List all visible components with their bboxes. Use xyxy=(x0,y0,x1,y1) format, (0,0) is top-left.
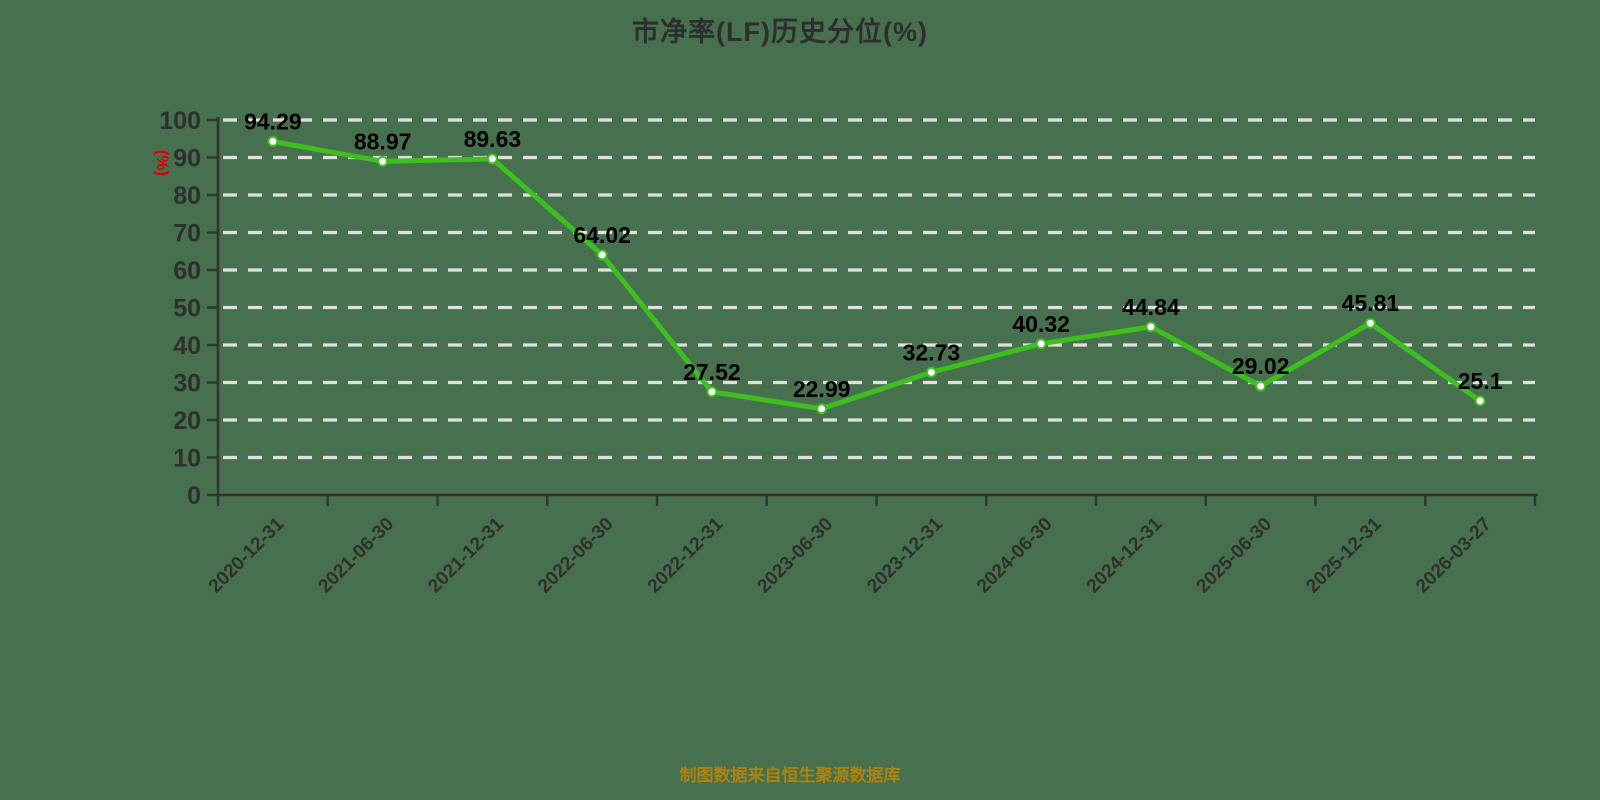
data-point-label: 94.29 xyxy=(244,108,302,134)
y-axis-tick-label: 30 xyxy=(173,370,201,398)
data-point xyxy=(267,135,279,147)
y-axis-tick-label: 20 xyxy=(173,407,201,435)
data-point-label: 29.02 xyxy=(1232,353,1290,379)
x-axis-tick-label: 2020-12-31 xyxy=(205,513,289,597)
data-point xyxy=(486,153,498,165)
data-point-label: 32.73 xyxy=(903,339,961,365)
data-source-note: 制图数据来自恒生聚源数据库 xyxy=(679,766,901,785)
x-axis-tick-label: 2023-06-30 xyxy=(754,514,838,598)
data-point xyxy=(816,403,828,415)
data-point-label: 27.52 xyxy=(683,359,741,385)
y-axis-tick-label: 0 xyxy=(187,482,201,510)
data-point-label: 45.81 xyxy=(1342,290,1400,316)
y-axis-tick-label: 50 xyxy=(173,295,201,323)
series-line xyxy=(270,138,1483,412)
x-axis-tick-label: 2024-12-31 xyxy=(1083,513,1167,597)
data-point-label: 44.84 xyxy=(1122,294,1180,320)
x-axis-tick-label: 2021-06-30 xyxy=(315,514,399,598)
data-point xyxy=(706,386,718,398)
x-axis-tick-label: 2024-06-30 xyxy=(973,514,1057,598)
data-point xyxy=(1035,338,1047,350)
chart-title: 市净率(LF)历史分位(%) xyxy=(632,17,928,47)
y-axis-tick-label: 70 xyxy=(173,220,201,248)
data-point-label: 25.1 xyxy=(1458,368,1503,394)
data-point-label: 22.99 xyxy=(793,376,851,402)
data-point-label: 64.02 xyxy=(573,222,631,248)
y-axis-tick-label: 60 xyxy=(173,257,201,285)
x-axis-tick-label: 2022-12-31 xyxy=(644,513,728,597)
data-point xyxy=(1145,321,1157,333)
data-point xyxy=(925,366,937,378)
x-axis-tick-label: 2023-12-31 xyxy=(863,513,947,597)
data-point-label: 89.63 xyxy=(464,126,522,152)
x-axis-tick-label: 2021-12-31 xyxy=(424,513,508,597)
data-point xyxy=(1474,395,1486,407)
y-axis-tick-label: 80 xyxy=(173,182,201,210)
y-axis-tick-label: 10 xyxy=(173,445,201,473)
data-point xyxy=(596,249,608,261)
x-axis-tick-label: 2026-03-27 xyxy=(1412,514,1496,598)
data-point-label: 88.97 xyxy=(354,128,412,154)
x-axis-tick-label: 2025-06-30 xyxy=(1193,514,1277,598)
data-point xyxy=(377,155,389,167)
data-point-label: 40.32 xyxy=(1012,311,1070,337)
data-point xyxy=(1364,317,1376,329)
x-axis-tick-label: 2022-06-30 xyxy=(534,514,618,598)
y-axis-tick-label: 40 xyxy=(173,332,201,360)
data-point xyxy=(1255,380,1267,392)
x-axis-tick-label: 2025-12-31 xyxy=(1302,513,1386,597)
y-axis-tick-label: 100 xyxy=(159,107,201,135)
y-axis-unit-label: (%) xyxy=(153,150,172,176)
y-axis-tick-label: 90 xyxy=(173,145,201,173)
